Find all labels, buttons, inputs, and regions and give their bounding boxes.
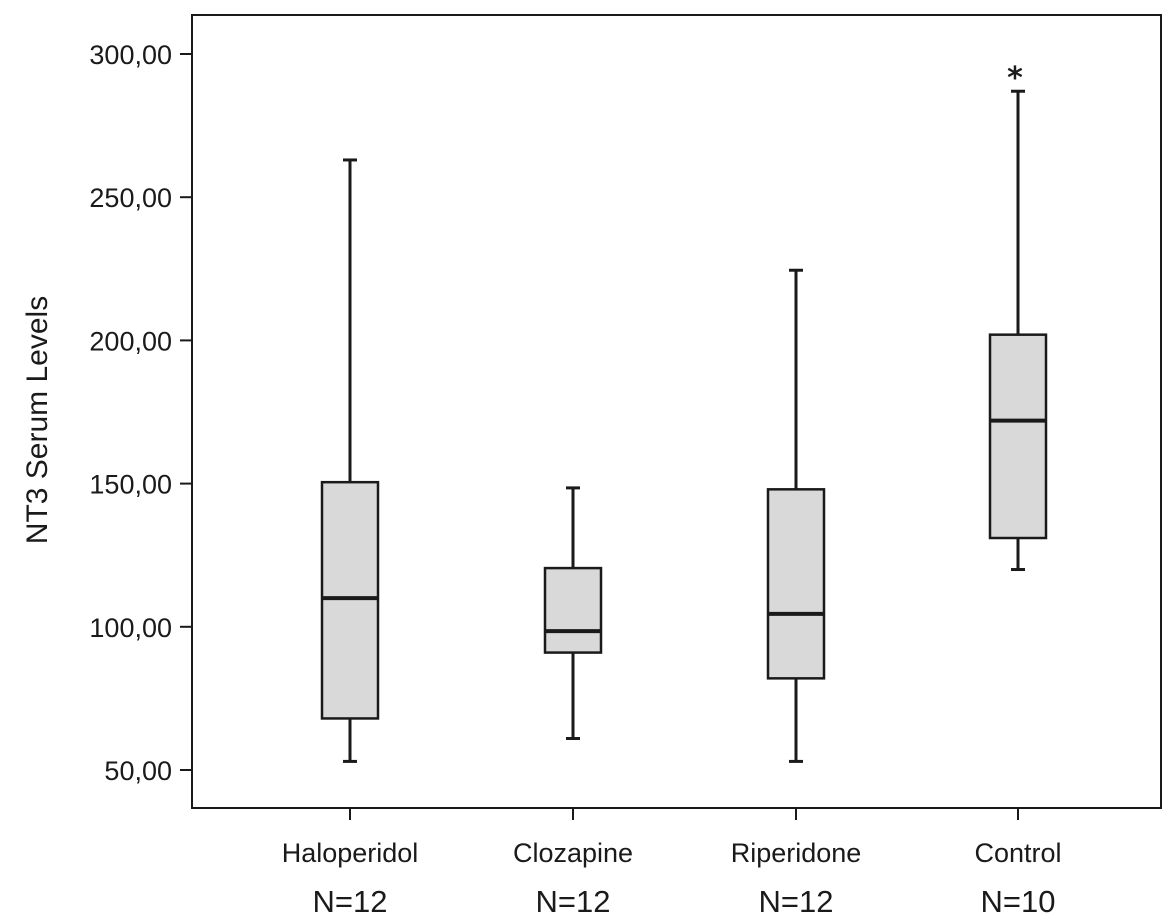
y-axis-label: NT3 Serum Levels [21,296,54,544]
y-tick-label: 150,00 [89,470,172,500]
y-tick-label: 50,00 [104,756,172,786]
sample-size-label: N=10 [981,884,1056,919]
y-tick-label: 100,00 [89,613,172,643]
y-tick-label: 200,00 [89,326,172,356]
significance-marker: * [1007,61,1023,96]
box-haloperidol [320,158,380,763]
x-tick-label: Control [974,838,1061,868]
interquartile-box [766,488,826,680]
box-clozapine [543,486,603,740]
sample-size-label: N=12 [313,884,388,919]
interquartile-box [320,480,380,720]
interquartile-box [543,566,603,654]
y-tick-label: 250,00 [89,183,172,213]
x-tick-label: Haloperidol [282,838,419,868]
interquartile-box [988,333,1048,540]
y-axis: 50,00 100,00 150,00 200,00 250,00 300,00 [89,40,192,786]
plot-area-frame [191,14,1162,809]
x-tick-label: Riperidone [731,838,862,868]
y-tick-label: 300,00 [89,40,172,70]
sample-size-label: N=12 [536,884,611,919]
box-control: * [988,61,1048,572]
x-axis: Haloperidol N=12 Clozapine N=12 Riperidone N=… [282,808,1062,919]
boxes: * [320,61,1048,763]
x-tick-label: Clozapine [513,838,633,868]
box-riperidone [766,268,826,763]
sample-size-label: N=12 [759,884,834,919]
